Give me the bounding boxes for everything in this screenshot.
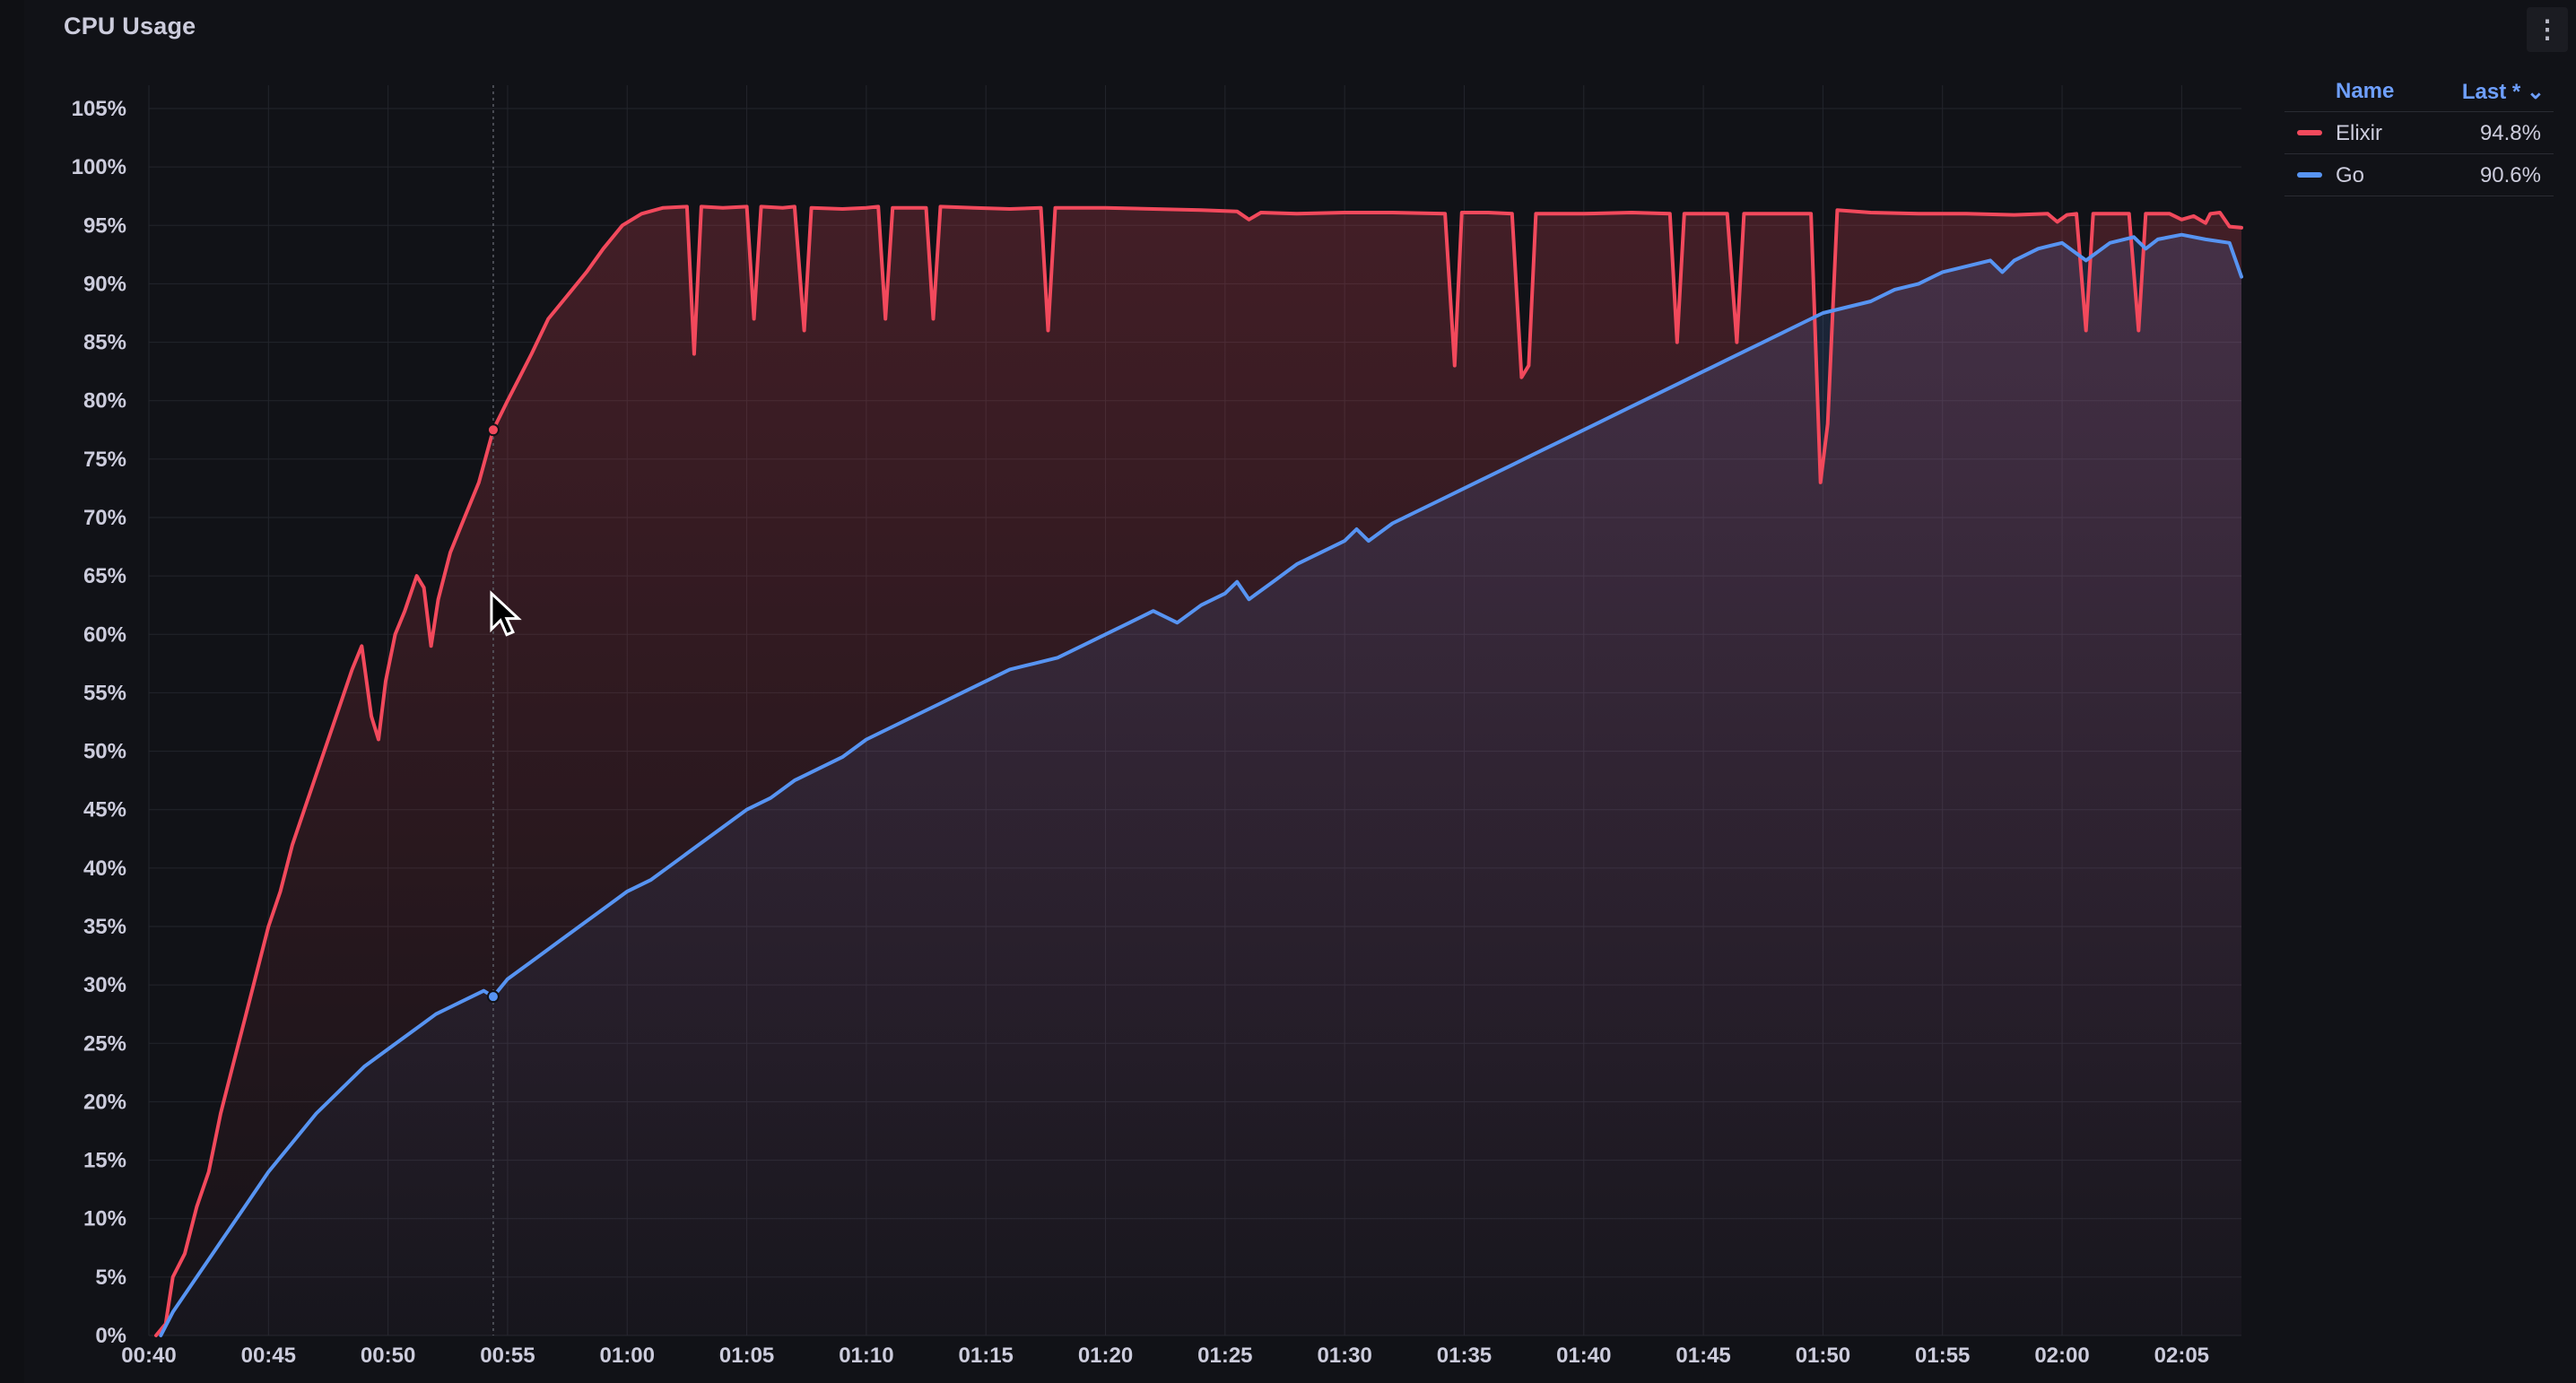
y-tick-label: 75% [83, 448, 126, 472]
y-tick-label: 95% [83, 213, 126, 238]
x-tick-label: 01:40 [1556, 1344, 1611, 1368]
cpu-usage-panel: CPU Usage ⋮ 0% 5% 10% 15% 20% 25% 30% 35% 40% 45%… [24, 0, 2576, 1383]
x-tick-label: 01:00 [600, 1344, 655, 1368]
x-tick-label: 00:45 [241, 1344, 296, 1368]
legend-table: Name Last * ⌄ Elixir 94.8% Go 90.6% [2284, 72, 2554, 196]
y-tick-label: 30% [83, 973, 126, 997]
legend-item-name: Elixir [2336, 121, 2382, 145]
x-tick-label: 01:25 [1197, 1344, 1252, 1368]
legend-header: Name Last * ⌄ [2284, 72, 2554, 112]
legend-swatch-elixir [2297, 130, 2322, 135]
series-line-go [159, 232, 2243, 1337]
y-tick-label: 45% [83, 798, 126, 822]
legend-item-name: Go [2336, 163, 2365, 187]
x-tick-label: 01:35 [1437, 1344, 1492, 1368]
cpu-usage-chart[interactable]: 0% 5% 10% 15% 20% 25% 30% 35% 40% 45% 50% 55% 60% 65%… [24, 0, 2576, 1383]
y-tick-label: 15% [83, 1149, 126, 1173]
x-tick-label: 01:15 [959, 1344, 1014, 1368]
y-tick-label: 100% [72, 155, 126, 179]
x-tick-label: 02:05 [2154, 1344, 2209, 1368]
y-tick-label: 5% [95, 1266, 126, 1290]
y-tick-label: 40% [83, 857, 126, 881]
y-tick-label: 65% [83, 564, 126, 588]
x-tick-label: 00:40 [121, 1344, 176, 1368]
y-tick-label: 70% [83, 506, 126, 530]
legend-item-elixir[interactable]: Elixir 94.8% [2284, 112, 2554, 154]
y-tick-label: 0% [95, 1324, 126, 1348]
hover-point-go [486, 990, 500, 1004]
panel-title: CPU Usage [64, 13, 196, 39]
y-tick-label: 50% [83, 740, 126, 764]
x-tick-label: 02:00 [2034, 1344, 2089, 1368]
legend-item-last-value: 90.6% [2479, 163, 2541, 187]
hover-point-elixir [486, 423, 500, 437]
y-tick-label: 85% [83, 331, 126, 355]
x-tick-label: 01:55 [1915, 1344, 1970, 1368]
legend-name-column-header[interactable]: Name [2336, 79, 2395, 103]
y-tick-label: 105% [72, 97, 126, 121]
y-tick-label: 55% [83, 681, 126, 705]
x-tick-label: 01:50 [1796, 1344, 1850, 1368]
y-tick-label: 10% [83, 1207, 126, 1231]
y-tick-label: 60% [83, 622, 126, 647]
x-tick-label: 01:30 [1317, 1344, 1371, 1368]
legend-last-column-header[interactable]: Last * ⌄ [2461, 80, 2545, 104]
legend-swatch-go [2297, 172, 2322, 178]
panel-menu-button[interactable]: ⋮ [2527, 7, 2568, 52]
x-tick-label: 01:20 [1078, 1344, 1133, 1368]
vertical-ellipsis-icon: ⋮ [2535, 15, 2560, 43]
y-tick-label: 35% [83, 915, 126, 939]
series-area-go [161, 234, 2241, 1336]
y-tick-label: 20% [83, 1090, 126, 1114]
x-tick-label: 01:10 [839, 1344, 893, 1368]
y-tick-label: 90% [83, 272, 126, 296]
mouse-cursor-icon [490, 590, 522, 637]
y-tick-label: 80% [83, 389, 126, 413]
series-line-elixir [154, 204, 2243, 1337]
legend-item-last-value: 94.8% [2479, 121, 2541, 145]
x-tick-label: 01:05 [719, 1344, 774, 1368]
x-tick-label: 00:55 [480, 1344, 535, 1368]
legend-item-go[interactable]: Go 90.6% [2284, 154, 2554, 196]
x-tick-label: 00:50 [361, 1344, 415, 1368]
y-tick-label: 25% [83, 1031, 126, 1056]
x-tick-label: 01:45 [1675, 1344, 1730, 1368]
